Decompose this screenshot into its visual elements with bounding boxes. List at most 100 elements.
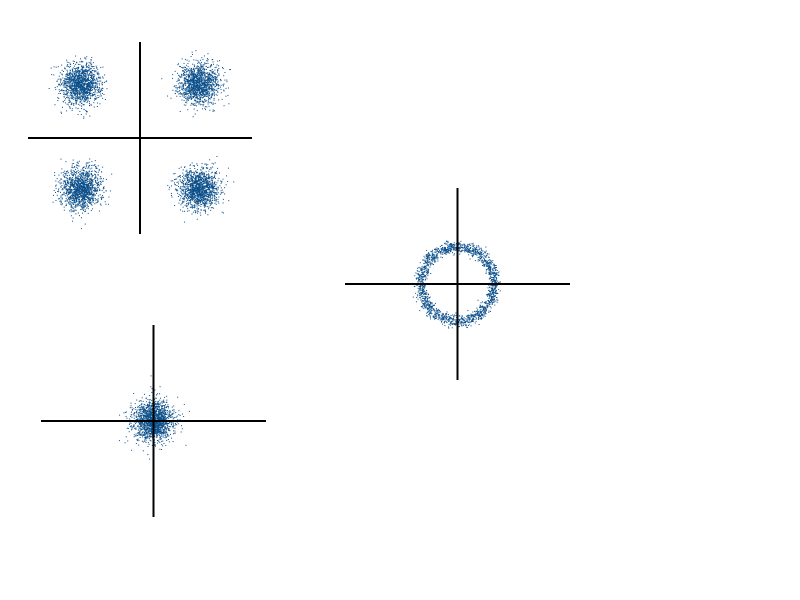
scatter-point [215,84,217,86]
scatter-point [81,172,83,174]
scatter-point [95,199,97,201]
scatter-point [92,195,94,197]
scatter-point [85,180,87,182]
scatter-point [74,81,76,83]
scatter-point [60,196,62,198]
scatter-point [201,91,203,93]
scatter-point [208,202,210,204]
scatter-point [215,84,217,86]
scatter-point [196,96,198,98]
scatter-point [79,184,81,186]
scatter-point [209,192,211,194]
scatter-point [87,96,89,98]
scatter-point [102,178,104,180]
scatter-point [196,174,198,176]
scatter-point [189,91,191,93]
scatter-point [83,189,85,191]
scatter-point [206,203,208,205]
scatter-point [184,87,186,89]
scatter-point [202,71,204,73]
scatter-point [86,191,88,193]
scatter-point [203,95,205,97]
scatter-point [212,166,214,168]
scatter-point [202,78,204,80]
scatter-point [223,90,225,92]
scatter-point [211,88,213,90]
scatter-point [67,79,69,81]
scatter-point [211,78,213,80]
scatter-point [72,210,74,212]
scatter-point [174,184,176,186]
scatter-point [192,182,194,184]
scatter-point [188,97,190,99]
scatter-point [92,85,94,87]
scatter-point [198,94,200,96]
scatter-point [208,176,210,178]
scatter-point [194,90,196,92]
scatter-point [73,103,75,105]
scatter-point [185,104,187,106]
scatter-point [194,89,196,91]
scatter-point [192,87,194,89]
scatter-point [82,189,84,191]
scatter-point [209,98,211,100]
scatter-point [66,91,68,93]
scatter-point [70,89,72,91]
scatter-point [90,179,92,181]
scatter-point [71,189,73,191]
scatter-point [85,83,87,85]
scatter-point [215,189,217,191]
scatter-point [66,86,68,88]
scatter-point [53,74,55,76]
scatter-point [82,94,84,96]
scatter-point [207,60,209,62]
scatter-point [93,82,95,84]
scatter-point [203,91,205,93]
scatter-point [80,209,82,211]
scatter-point [79,64,81,66]
scatter-point [192,71,194,73]
scatter-point [69,73,71,74]
scatter-point [81,69,83,71]
scatter-point [68,201,70,203]
scatter-point [213,72,215,74]
scatter-point [200,81,201,83]
scatter-point [196,203,198,205]
scatter-point [92,175,94,177]
scatter-point [200,76,202,78]
scatter-point [75,178,77,180]
scatter-point [203,78,205,80]
scatter-point [79,186,81,188]
scatter-point [90,180,92,182]
scatter-point [180,181,182,183]
scatter-point [182,201,184,203]
scatter-point [208,105,210,107]
scatter-point [210,78,212,80]
scatter-point [94,81,96,83]
scatter-point [84,98,86,100]
scatter-point [82,172,84,174]
scatter-point [93,66,95,68]
scatter-point [73,198,75,200]
scatter-point [214,181,216,183]
scatter-point [179,66,181,68]
scatter-point [83,177,85,179]
scatter-point [191,192,193,194]
scatter-point [193,182,195,184]
scatter-point [64,99,66,101]
scatter-point [200,73,202,75]
scatter-point [206,58,208,60]
scatter-point [77,103,79,105]
scatter-point [212,110,214,112]
scatter-point [213,93,215,95]
scatter-point [63,93,65,95]
scatter-point [73,186,75,188]
scatter-point [222,212,224,214]
scatter-point [75,166,77,168]
scatter-point [80,86,82,88]
scatter-point [208,173,210,175]
scatter-point [91,176,93,178]
scatter-point [190,83,192,85]
scatter-point [210,73,212,75]
scatter-point [88,182,90,184]
